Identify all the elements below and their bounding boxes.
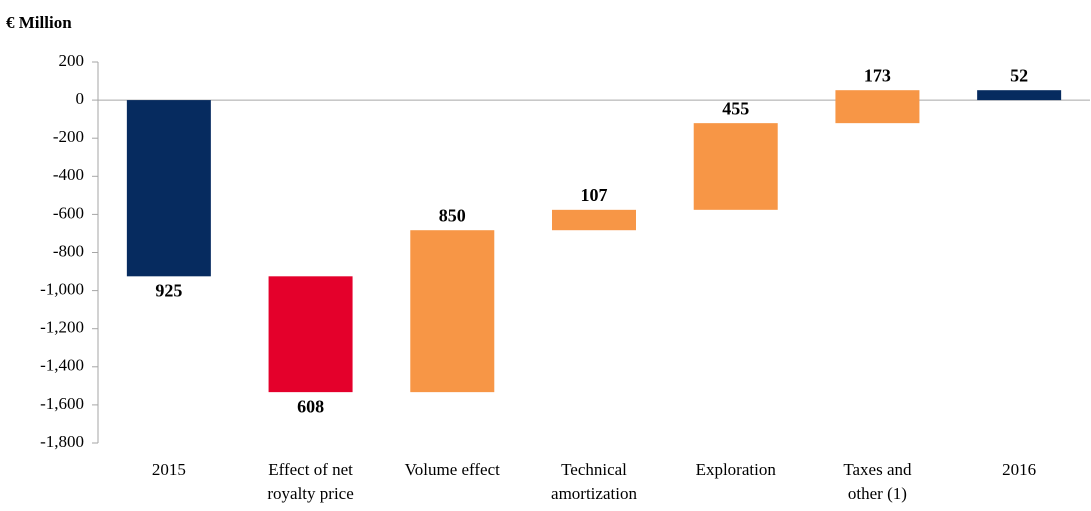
data-label: 608 <box>297 396 324 416</box>
data-label: 925 <box>155 280 182 300</box>
bar <box>268 276 353 393</box>
x-tick-label: 2015 <box>152 460 186 479</box>
x-tick-label: Taxes and other (1) <box>843 460 912 503</box>
y-tick-label: 200 <box>59 51 85 70</box>
bar <box>835 90 920 124</box>
x-tick-label: 2016 <box>1002 460 1036 479</box>
x-tick-label: Volume effect <box>405 460 500 479</box>
y-tick-label: -1,000 <box>40 280 84 299</box>
bar <box>977 90 1062 101</box>
x-tick-label: Technical amortization <box>551 460 637 503</box>
data-label: 52 <box>1010 65 1028 85</box>
y-tick-label: -1,800 <box>40 432 84 451</box>
y-tick-label: -1,200 <box>40 318 84 337</box>
y-tick-label: -400 <box>53 165 84 184</box>
bar <box>693 123 778 210</box>
y-tick-label: -200 <box>53 127 84 146</box>
y-tick-label: -800 <box>53 241 84 260</box>
data-label: 455 <box>722 98 749 118</box>
y-tick-label: -1,600 <box>40 394 84 413</box>
data-label: 107 <box>581 185 608 205</box>
y-tick-label: 0 <box>76 89 85 108</box>
axis-title: € Million <box>6 13 72 32</box>
x-tick-label: Effect of net royalty price <box>267 460 353 503</box>
bar <box>410 230 495 393</box>
bar <box>552 209 636 231</box>
bar <box>126 100 211 277</box>
data-label: 173 <box>864 65 891 85</box>
y-tick-label: -1,400 <box>40 356 84 375</box>
x-tick-label: Exploration <box>696 460 777 479</box>
y-tick-label: -600 <box>53 203 84 222</box>
data-label: 850 <box>439 205 466 225</box>
